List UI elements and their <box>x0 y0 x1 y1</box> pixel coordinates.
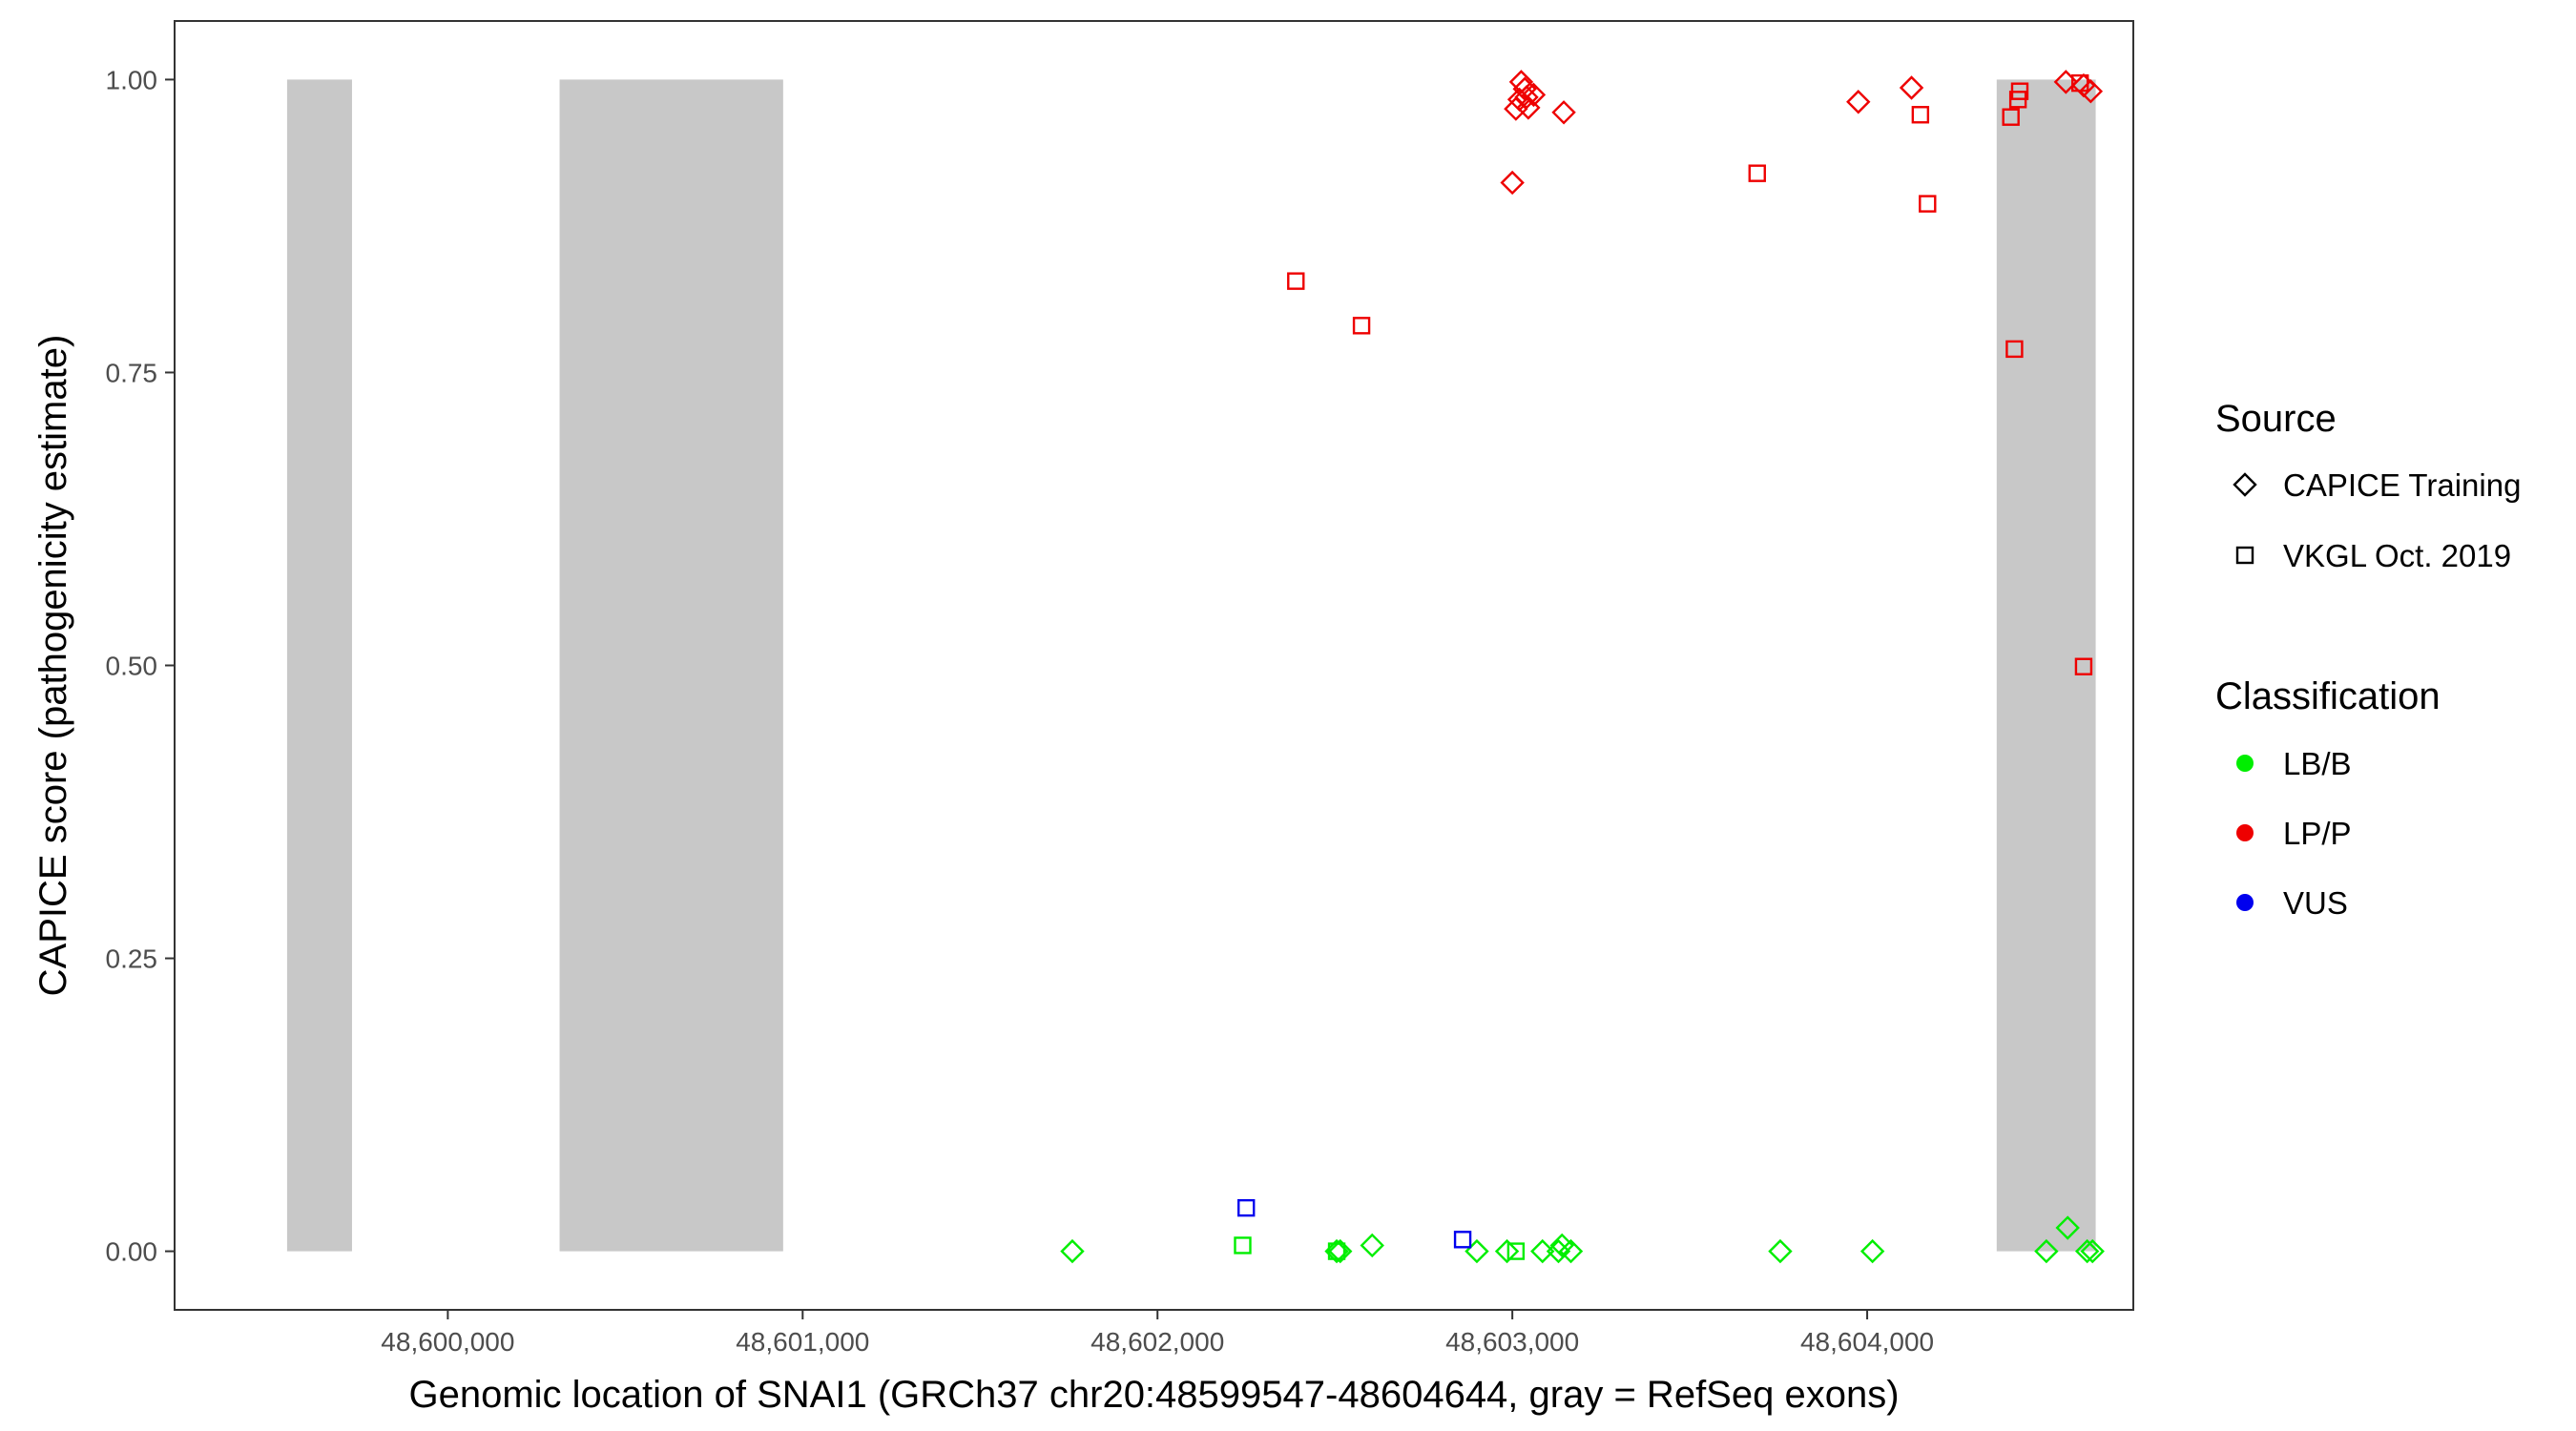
legend-label: LB/B <box>2283 746 2352 781</box>
legend: Source CAPICE Training VKGL Oct. 2019 Class… <box>2215 398 2521 921</box>
data-point <box>2002 108 2020 126</box>
legend-label: LP/P <box>2283 816 2352 851</box>
data-point <box>1060 1238 1085 1264</box>
data-point <box>2010 82 2029 100</box>
y-tick-label: 0.25 <box>106 944 158 974</box>
y-axis-title: CAPICE score (pathogenicity estimate) <box>32 335 74 997</box>
plot-panel-border <box>174 20 2134 1311</box>
legend-title: Source <box>2215 398 2337 440</box>
y-tick-label: 0.00 <box>106 1237 158 1267</box>
x-tick-label: 48,601,000 <box>736 1327 869 1357</box>
y-tick-label: 0.75 <box>106 358 158 387</box>
data-point <box>1327 1242 1346 1260</box>
exon-band-3 <box>1996 79 2096 1252</box>
data-point <box>1500 170 1525 196</box>
data-point <box>1899 75 1924 100</box>
data-point <box>1514 85 1539 110</box>
data-point <box>1919 195 1937 213</box>
legend-key-diamond <box>2233 472 2257 497</box>
y-tick-label: 1.00 <box>106 65 158 94</box>
data-point <box>1360 1233 1384 1258</box>
data-point <box>1558 1238 1584 1264</box>
data-point <box>1768 1238 1793 1264</box>
data-point <box>2078 78 2104 104</box>
legend-label: CAPICE Training <box>2283 467 2521 503</box>
legend-label: VKGL Oct. 2019 <box>2283 538 2511 573</box>
data-point <box>1530 1238 1555 1264</box>
x-axis-title: Genomic location of SNAI1 (GRCh37 chr20:… <box>408 1374 1899 1416</box>
data-point <box>2080 1238 2105 1264</box>
data-point <box>1453 1231 1472 1249</box>
data-point <box>2055 1215 2080 1240</box>
y-tick-label: 0.50 <box>106 652 158 681</box>
data-point <box>1234 1236 1252 1255</box>
data-point <box>1328 1238 1353 1264</box>
data-point <box>2074 657 2093 675</box>
x-tick-label: 48,602,000 <box>1091 1327 1224 1357</box>
exon-band-2 <box>559 79 783 1252</box>
data-point <box>1551 100 1576 125</box>
data-point <box>1846 90 1871 114</box>
legend-label: VUS <box>2283 885 2348 921</box>
data-point <box>1859 1238 1885 1264</box>
data-point <box>1494 1238 1520 1264</box>
x-tick-label: 48,604,000 <box>1800 1327 1934 1357</box>
point-layer <box>1060 70 2105 1264</box>
legend-title: Classification <box>2215 675 2441 717</box>
x-axis: 48,600,000 48,601,000 48,602,000 48,603,000… <box>381 1310 1934 1357</box>
data-point <box>1911 106 1930 124</box>
data-point <box>1352 317 1371 335</box>
exon-layer <box>286 79 2096 1252</box>
data-point <box>1521 82 1547 108</box>
data-point <box>2074 1238 2100 1264</box>
data-point <box>2071 73 2089 93</box>
data-point <box>2034 1238 2059 1264</box>
legend-key-dot <box>2236 755 2254 772</box>
x-tick-label: 48,603,000 <box>1445 1327 1579 1357</box>
data-point <box>1287 272 1305 290</box>
data-point <box>1236 1198 1256 1217</box>
data-point <box>1748 164 1766 182</box>
legend-key-square <box>2235 546 2254 565</box>
legend-key-dot <box>2236 894 2254 911</box>
data-point <box>2005 340 2024 359</box>
exon-band-1 <box>286 79 352 1252</box>
data-point <box>1506 1242 1526 1260</box>
x-tick-label: 48,600,000 <box>381 1327 514 1357</box>
y-axis: 0.00 0.25 0.50 0.75 1.00 <box>106 65 175 1267</box>
legend-key-dot <box>2236 824 2254 841</box>
